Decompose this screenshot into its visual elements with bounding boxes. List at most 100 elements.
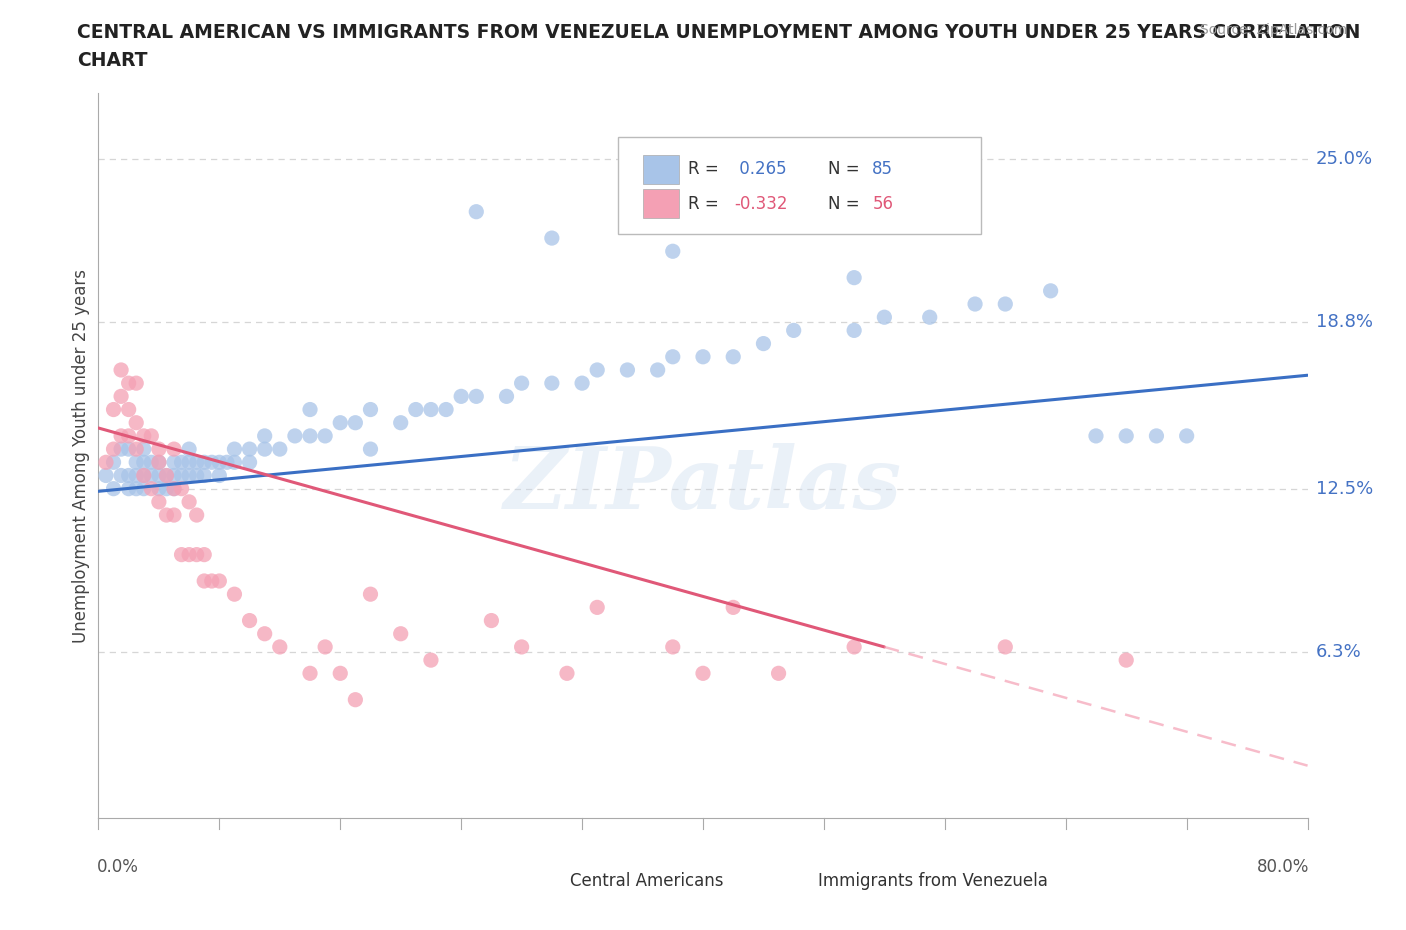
- Point: [344, 416, 367, 431]
- Point: [118, 481, 141, 496]
- Point: [208, 574, 231, 589]
- Text: N =: N =: [828, 160, 865, 179]
- Point: [434, 402, 457, 417]
- Text: R =: R =: [689, 160, 724, 179]
- Text: Central Americans: Central Americans: [569, 871, 724, 890]
- Point: [555, 666, 578, 681]
- Point: [239, 455, 262, 470]
- Point: [329, 416, 352, 431]
- Point: [661, 640, 683, 655]
- Point: [360, 587, 382, 602]
- Text: ZIPatlas: ZIPatlas: [503, 443, 903, 526]
- Point: [208, 468, 231, 483]
- Text: 85: 85: [872, 160, 893, 179]
- Point: [253, 442, 276, 457]
- Point: [148, 468, 170, 483]
- Text: CHART: CHART: [77, 51, 148, 70]
- Point: [481, 613, 503, 628]
- Point: [186, 547, 208, 562]
- Point: [1039, 284, 1062, 299]
- Point: [586, 600, 609, 615]
- Point: [571, 376, 593, 391]
- Point: [873, 310, 896, 325]
- Text: -0.332: -0.332: [734, 195, 787, 213]
- Point: [360, 402, 382, 417]
- Point: [661, 244, 683, 259]
- Point: [284, 429, 307, 444]
- Point: [103, 402, 125, 417]
- Point: [141, 455, 163, 470]
- Point: [118, 376, 141, 391]
- Point: [405, 402, 427, 417]
- Point: [141, 481, 163, 496]
- Text: R =: R =: [689, 195, 724, 213]
- Point: [752, 336, 775, 351]
- Point: [253, 429, 276, 444]
- Point: [179, 455, 201, 470]
- Y-axis label: Unemployment Among Youth under 25 years: Unemployment Among Youth under 25 years: [72, 269, 90, 643]
- Point: [299, 666, 322, 681]
- Point: [170, 468, 193, 483]
- Point: [125, 468, 148, 483]
- Point: [94, 455, 117, 470]
- Point: [186, 455, 208, 470]
- Point: [110, 389, 132, 404]
- Point: [201, 455, 224, 470]
- Point: [1144, 429, 1167, 444]
- Point: [616, 363, 638, 378]
- Point: [155, 468, 177, 483]
- Point: [208, 455, 231, 470]
- Point: [148, 442, 170, 457]
- Point: [215, 455, 238, 470]
- Point: [1115, 653, 1137, 668]
- Point: [103, 442, 125, 457]
- Point: [193, 468, 215, 483]
- Point: [723, 600, 745, 615]
- FancyBboxPatch shape: [643, 154, 679, 184]
- Point: [186, 468, 208, 483]
- Text: CENTRAL AMERICAN VS IMMIGRANTS FROM VENEZUELA UNEMPLOYMENT AMONG YOUTH UNDER 25 : CENTRAL AMERICAN VS IMMIGRANTS FROM VENE…: [77, 23, 1361, 42]
- Point: [661, 350, 683, 365]
- Point: [163, 481, 186, 496]
- Point: [1115, 429, 1137, 444]
- Point: [125, 442, 148, 457]
- Point: [148, 455, 170, 470]
- Point: [420, 402, 443, 417]
- Text: 0.265: 0.265: [734, 160, 787, 179]
- Text: 18.8%: 18.8%: [1316, 313, 1372, 331]
- Point: [224, 455, 246, 470]
- Point: [148, 481, 170, 496]
- Point: [1085, 429, 1108, 444]
- Point: [132, 468, 155, 483]
- Point: [495, 389, 517, 404]
- Point: [465, 389, 488, 404]
- Point: [510, 376, 533, 391]
- Point: [148, 495, 170, 510]
- Point: [389, 416, 412, 431]
- Point: [163, 508, 186, 523]
- Point: [540, 376, 562, 391]
- Point: [239, 442, 262, 457]
- Point: [450, 389, 472, 404]
- Text: 6.3%: 6.3%: [1316, 644, 1361, 661]
- Text: 56: 56: [872, 195, 893, 213]
- Point: [253, 626, 276, 641]
- Point: [110, 442, 132, 457]
- Point: [994, 640, 1017, 655]
- Point: [132, 455, 155, 470]
- Point: [224, 587, 246, 602]
- Point: [193, 455, 215, 470]
- Point: [201, 574, 224, 589]
- Point: [783, 323, 806, 338]
- Point: [148, 455, 170, 470]
- Point: [132, 468, 155, 483]
- Point: [125, 416, 148, 431]
- Point: [299, 402, 322, 417]
- Point: [269, 640, 291, 655]
- Text: 0.0%: 0.0%: [97, 858, 139, 876]
- Point: [329, 666, 352, 681]
- FancyBboxPatch shape: [643, 190, 679, 219]
- Point: [692, 666, 714, 681]
- Point: [647, 363, 669, 378]
- Point: [132, 481, 155, 496]
